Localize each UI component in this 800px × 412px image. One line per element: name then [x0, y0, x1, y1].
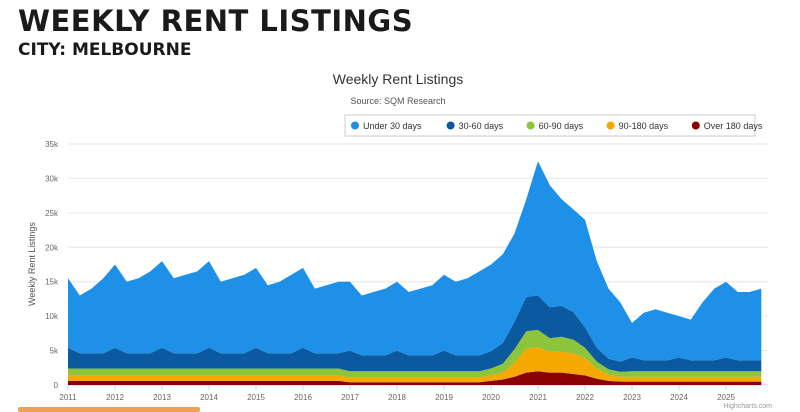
x-tick-label: 2012	[106, 393, 124, 402]
series-area-under-30-days[interactable]	[68, 161, 762, 362]
x-tick-label: 2020	[482, 393, 500, 402]
series-area-over-180-days[interactable]	[68, 371, 762, 385]
legend-marker	[526, 121, 535, 130]
y-tick-label: 5k	[50, 347, 59, 356]
x-tick-label: 2016	[294, 393, 312, 402]
x-tick-label: 2017	[341, 393, 359, 402]
series-area-90-180-days[interactable]	[68, 347, 762, 383]
y-tick-label: 30k	[45, 174, 59, 183]
page-title: WEEKLY RENT LISTINGS	[18, 4, 414, 38]
legend-marker	[691, 121, 700, 130]
legend-marker	[446, 121, 455, 130]
x-tick-label: 2014	[200, 393, 218, 402]
city-label: CITY: MELBOURNE	[18, 40, 192, 60]
legend-item[interactable]: 30-60 days	[459, 121, 504, 131]
x-tick-label: 2019	[435, 393, 453, 402]
x-tick-label: 2011	[59, 393, 77, 402]
x-tick-label: 2023	[623, 393, 641, 402]
y-tick-label: 35k	[45, 140, 59, 149]
orange-button[interactable]	[18, 407, 200, 412]
x-tick-label: 2013	[153, 393, 171, 402]
y-tick-label: 10k	[45, 312, 59, 321]
x-tick-label: 2021	[529, 393, 547, 402]
chart-title: Weekly Rent Listings	[333, 71, 463, 87]
x-tick-label: 2025	[717, 393, 735, 402]
x-tick-label: 2018	[388, 393, 406, 402]
x-tick-label: 2024	[670, 393, 688, 402]
credits[interactable]: Highcharts.com	[723, 403, 772, 410]
y-tick-label: 25k	[45, 209, 59, 218]
series-area-30-60-days[interactable]	[68, 295, 762, 372]
legend	[344, 114, 756, 137]
chart-subtitle: Source: SQM Research	[350, 96, 445, 106]
x-tick-label: 2022	[576, 393, 594, 402]
legend-item[interactable]: 90-180 days	[619, 121, 669, 131]
y-tick-label: 0	[54, 381, 59, 390]
y-tick-label: 15k	[45, 278, 59, 287]
legend-marker	[606, 121, 615, 130]
legend-item[interactable]: Over 180 days	[704, 121, 763, 131]
y-tick-label: 20k	[45, 243, 59, 252]
legend-marker	[351, 121, 359, 130]
legend-item[interactable]: Under 30 days	[363, 121, 422, 131]
y-axis-label: Weekly Rent Listings	[27, 222, 37, 306]
legend-item[interactable]: 60-90 days	[539, 121, 584, 131]
x-tick-label: 2015	[247, 393, 265, 402]
series-area-60-90-days[interactable]	[68, 329, 762, 378]
